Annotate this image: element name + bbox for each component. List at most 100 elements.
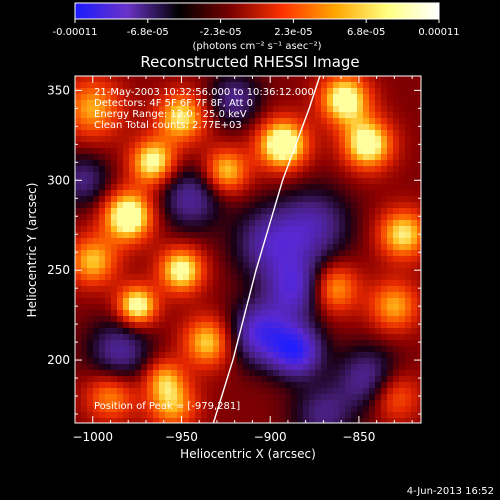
heatmap-cell [381, 298, 388, 305]
heatmap-cell [201, 262, 208, 269]
heatmap-cell [393, 202, 400, 209]
heatmap-cell [183, 196, 190, 203]
heatmap-cell [267, 88, 274, 95]
heatmap-cell [171, 238, 178, 245]
heatmap-cell [417, 94, 422, 101]
heatmap-cell [273, 370, 280, 377]
heatmap-cell [285, 340, 292, 347]
heatmap-cell [141, 82, 148, 89]
heatmap-cell [255, 274, 262, 281]
heatmap-cell [273, 136, 280, 143]
heatmap-cell [207, 292, 214, 299]
heatmap-cell [369, 382, 376, 389]
heatmap-cell [111, 364, 118, 371]
heatmap-cell [231, 394, 238, 401]
heatmap-cell [135, 370, 142, 377]
heatmap-cell [387, 358, 394, 365]
heatmap-cell [93, 172, 100, 179]
heatmap-cell [333, 124, 340, 131]
heatmap-cell [279, 304, 286, 311]
heatmap-cell [93, 190, 100, 197]
heatmap-cell [153, 190, 160, 197]
heatmap-cell [225, 118, 232, 125]
heatmap-cell [243, 382, 250, 389]
heatmap-cell [135, 382, 142, 389]
heatmap-cell [117, 292, 124, 299]
heatmap-cell [261, 136, 268, 143]
heatmap-cell [111, 352, 118, 359]
heatmap-cell [201, 292, 208, 299]
heatmap-cell [129, 232, 136, 239]
heatmap-cell [345, 292, 352, 299]
heatmap-cell [417, 232, 422, 239]
heatmap-cell [273, 382, 280, 389]
heatmap-cell [75, 130, 82, 137]
heatmap-cell [219, 376, 226, 383]
heatmap-cell [369, 232, 376, 239]
heatmap-cell [171, 148, 178, 155]
heatmap-cell [153, 250, 160, 257]
heatmap-cell [105, 298, 112, 305]
heatmap-cell [237, 334, 244, 341]
heatmap-cell [231, 112, 238, 119]
heatmap-cell [93, 304, 100, 311]
heatmap-cell [255, 268, 262, 275]
heatmap-cell [399, 328, 406, 335]
heatmap-cell [393, 388, 400, 395]
heatmap-cell [81, 148, 88, 155]
heatmap-cell [117, 196, 124, 203]
heatmap-cell [153, 358, 160, 365]
heatmap-cell [267, 202, 274, 209]
heatmap-cell [315, 400, 322, 407]
heatmap-cell [393, 382, 400, 389]
heatmap-cell [333, 160, 340, 167]
heatmap-cell [237, 232, 244, 239]
heatmap-cell [267, 172, 274, 179]
heatmap-cell [99, 334, 106, 341]
heatmap-cell [405, 76, 412, 83]
heatmap-cell [117, 328, 124, 335]
heatmap-cell [237, 118, 244, 125]
heatmap-cell [231, 124, 238, 131]
heatmap-cell [117, 358, 124, 365]
heatmap-cell [399, 130, 406, 137]
heatmap-cell [333, 340, 340, 347]
heatmap-cell [369, 322, 376, 329]
heatmap-cell [135, 124, 142, 131]
heatmap-cell [93, 202, 100, 209]
heatmap-cell [213, 202, 220, 209]
heatmap-cell [351, 118, 358, 125]
heatmap-cell [381, 340, 388, 347]
heatmap-cell [117, 262, 124, 269]
heatmap-cell [165, 88, 172, 95]
heatmap-cell [153, 166, 160, 173]
heatmap-cell [189, 250, 196, 257]
heatmap-cell [237, 406, 244, 413]
heatmap-cell [141, 154, 148, 161]
heatmap-cell [339, 394, 346, 401]
heatmap-cell [393, 196, 400, 203]
heatmap-cell [225, 130, 232, 137]
heatmap-cell [273, 202, 280, 209]
heatmap-cell [339, 106, 346, 113]
heatmap-cell [279, 274, 286, 281]
heatmap-cell [249, 142, 256, 149]
heatmap-cell [207, 88, 214, 95]
heatmap-cell [369, 400, 376, 407]
heatmap-cell [393, 262, 400, 269]
heatmap-cell [147, 160, 154, 167]
heatmap-cell [237, 322, 244, 329]
heatmap-cell [141, 148, 148, 155]
heatmap-cell [267, 238, 274, 245]
heatmap-cell [129, 298, 136, 305]
heatmap-cell [309, 406, 316, 413]
heatmap-cell [99, 130, 106, 137]
heatmap-cell [303, 418, 310, 424]
heatmap-cell [399, 334, 406, 341]
heatmap-cell [405, 178, 412, 185]
heatmap-cell [231, 178, 238, 185]
heatmap-cell [219, 370, 226, 377]
heatmap-cell [327, 106, 334, 113]
heatmap-cell [405, 316, 412, 323]
heatmap-cell [135, 190, 142, 197]
